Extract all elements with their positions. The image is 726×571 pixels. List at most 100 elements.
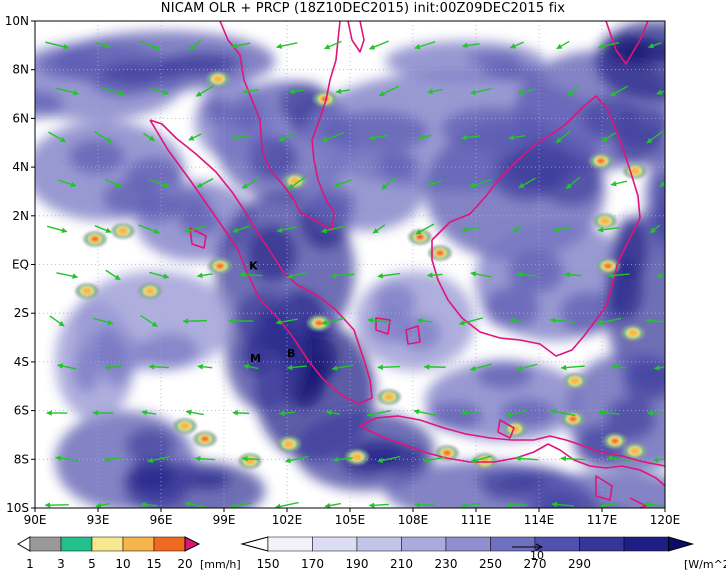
colorbar-end-low — [240, 536, 269, 552]
colorbar-tick-label: 10 — [115, 557, 130, 571]
olr-cloud — [377, 151, 420, 180]
olr-cloud — [426, 402, 483, 431]
coastlines — [149, 21, 665, 508]
precip-cell — [611, 438, 619, 444]
wind-arrow — [148, 363, 169, 370]
wind-arrow — [381, 176, 397, 190]
lon-tick-label: 96E — [150, 513, 173, 527]
colorbar-tick-label: 3 — [57, 557, 65, 571]
wind-arrow — [324, 502, 342, 508]
wind-arrow — [366, 410, 391, 418]
wind-arrow — [516, 271, 538, 278]
wind-arrow — [49, 315, 65, 327]
coastline-sumatra — [149, 119, 373, 405]
wind-arrow — [101, 86, 125, 96]
coastline-belitung — [375, 317, 391, 335]
precip-cell — [290, 177, 300, 185]
wind-arrow — [243, 363, 259, 370]
wind-arrow — [149, 271, 170, 279]
precip-cell — [284, 440, 294, 448]
wind-arrow — [334, 179, 352, 187]
coastline-malay-peninsula — [219, 21, 341, 231]
wind-arrow — [555, 130, 571, 144]
precip-cell — [418, 235, 422, 239]
wind-arrow — [284, 455, 309, 464]
wind-arrow — [57, 179, 77, 188]
place-label: K — [249, 259, 258, 272]
wind-arrow — [556, 40, 570, 50]
wind-arrow — [423, 364, 446, 370]
wind-arrow — [458, 317, 483, 326]
olr-cloud — [613, 216, 649, 280]
wind-arrow — [197, 363, 213, 370]
wind-arrow — [372, 224, 386, 234]
wind-arrow — [599, 502, 618, 508]
wind-arrow — [57, 363, 77, 370]
olr-colorbar: 150 170 190 210 230 250 270 290 — [240, 536, 695, 571]
olr-cloud — [645, 144, 665, 258]
olr-cloud — [662, 44, 665, 59]
wind-arrow — [470, 271, 492, 278]
lat-tick-label: 2S — [14, 306, 29, 320]
colorbar-tick-label: 290 — [568, 557, 591, 571]
wind-arrow — [194, 455, 215, 462]
wind-arrow — [560, 455, 586, 462]
wind-arrow — [274, 501, 299, 508]
wind-arrow — [368, 40, 389, 50]
wind-arrow — [45, 41, 70, 50]
wind-arrow — [332, 456, 353, 463]
wind-arrow — [276, 226, 298, 233]
precip-cell — [180, 422, 190, 430]
colorbar-swatch — [490, 536, 536, 552]
place-label: M — [250, 352, 261, 365]
wind-arrow — [378, 85, 400, 97]
precip-cell — [597, 158, 605, 164]
colorbar-tick-label: 20 — [177, 557, 192, 571]
wind-arrow — [414, 502, 436, 508]
wind-arrow — [377, 272, 401, 279]
precip-cell — [91, 236, 99, 242]
wind-arrow — [367, 317, 391, 324]
wind-arrow — [95, 502, 111, 508]
precipitation-field — [75, 71, 647, 469]
wind-arrow — [321, 317, 345, 326]
wind-arrow — [95, 42, 111, 49]
lon-tick-label: 111E — [461, 513, 492, 527]
colorbar-tick-label: 190 — [346, 557, 369, 571]
lat-tick-label: 6N — [12, 111, 29, 125]
wind-arrow — [182, 318, 207, 325]
olr-cloud — [68, 139, 125, 175]
wind-arrow — [598, 41, 620, 50]
wind-arrow — [377, 455, 401, 464]
precip-cell — [216, 263, 224, 269]
wind-arrow — [461, 42, 480, 49]
wind-arrow — [551, 501, 575, 508]
wind-arrow — [643, 501, 665, 508]
olr-cloud — [466, 51, 523, 66]
wind-arrow — [426, 272, 443, 278]
wind-arrow — [652, 456, 665, 463]
wind-arrow — [55, 87, 80, 96]
olr-cloud — [167, 189, 210, 218]
wind-arrow — [606, 455, 631, 462]
wind-arrow — [553, 226, 573, 233]
lon-tick-label: 102E — [272, 513, 303, 527]
olr-cloud — [508, 250, 565, 293]
wind-arrow — [597, 409, 620, 416]
wind-arrow — [653, 365, 665, 371]
olr-cloud — [672, 234, 707, 297]
wind-arrow — [414, 41, 436, 50]
olr-cloud — [494, 151, 558, 201]
precip-cell — [145, 287, 155, 295]
coastline-bangka — [405, 325, 421, 345]
wind-arrow — [195, 85, 215, 97]
wind-arrow — [241, 455, 260, 462]
wind-arrow — [196, 178, 214, 188]
wind-arrow — [469, 178, 493, 188]
olr-cloud — [653, 172, 665, 215]
wind-arrow — [609, 85, 628, 97]
olr-cloud — [369, 308, 412, 344]
lon-tick-label: 108E — [398, 513, 429, 527]
olr-cloud — [273, 326, 302, 369]
